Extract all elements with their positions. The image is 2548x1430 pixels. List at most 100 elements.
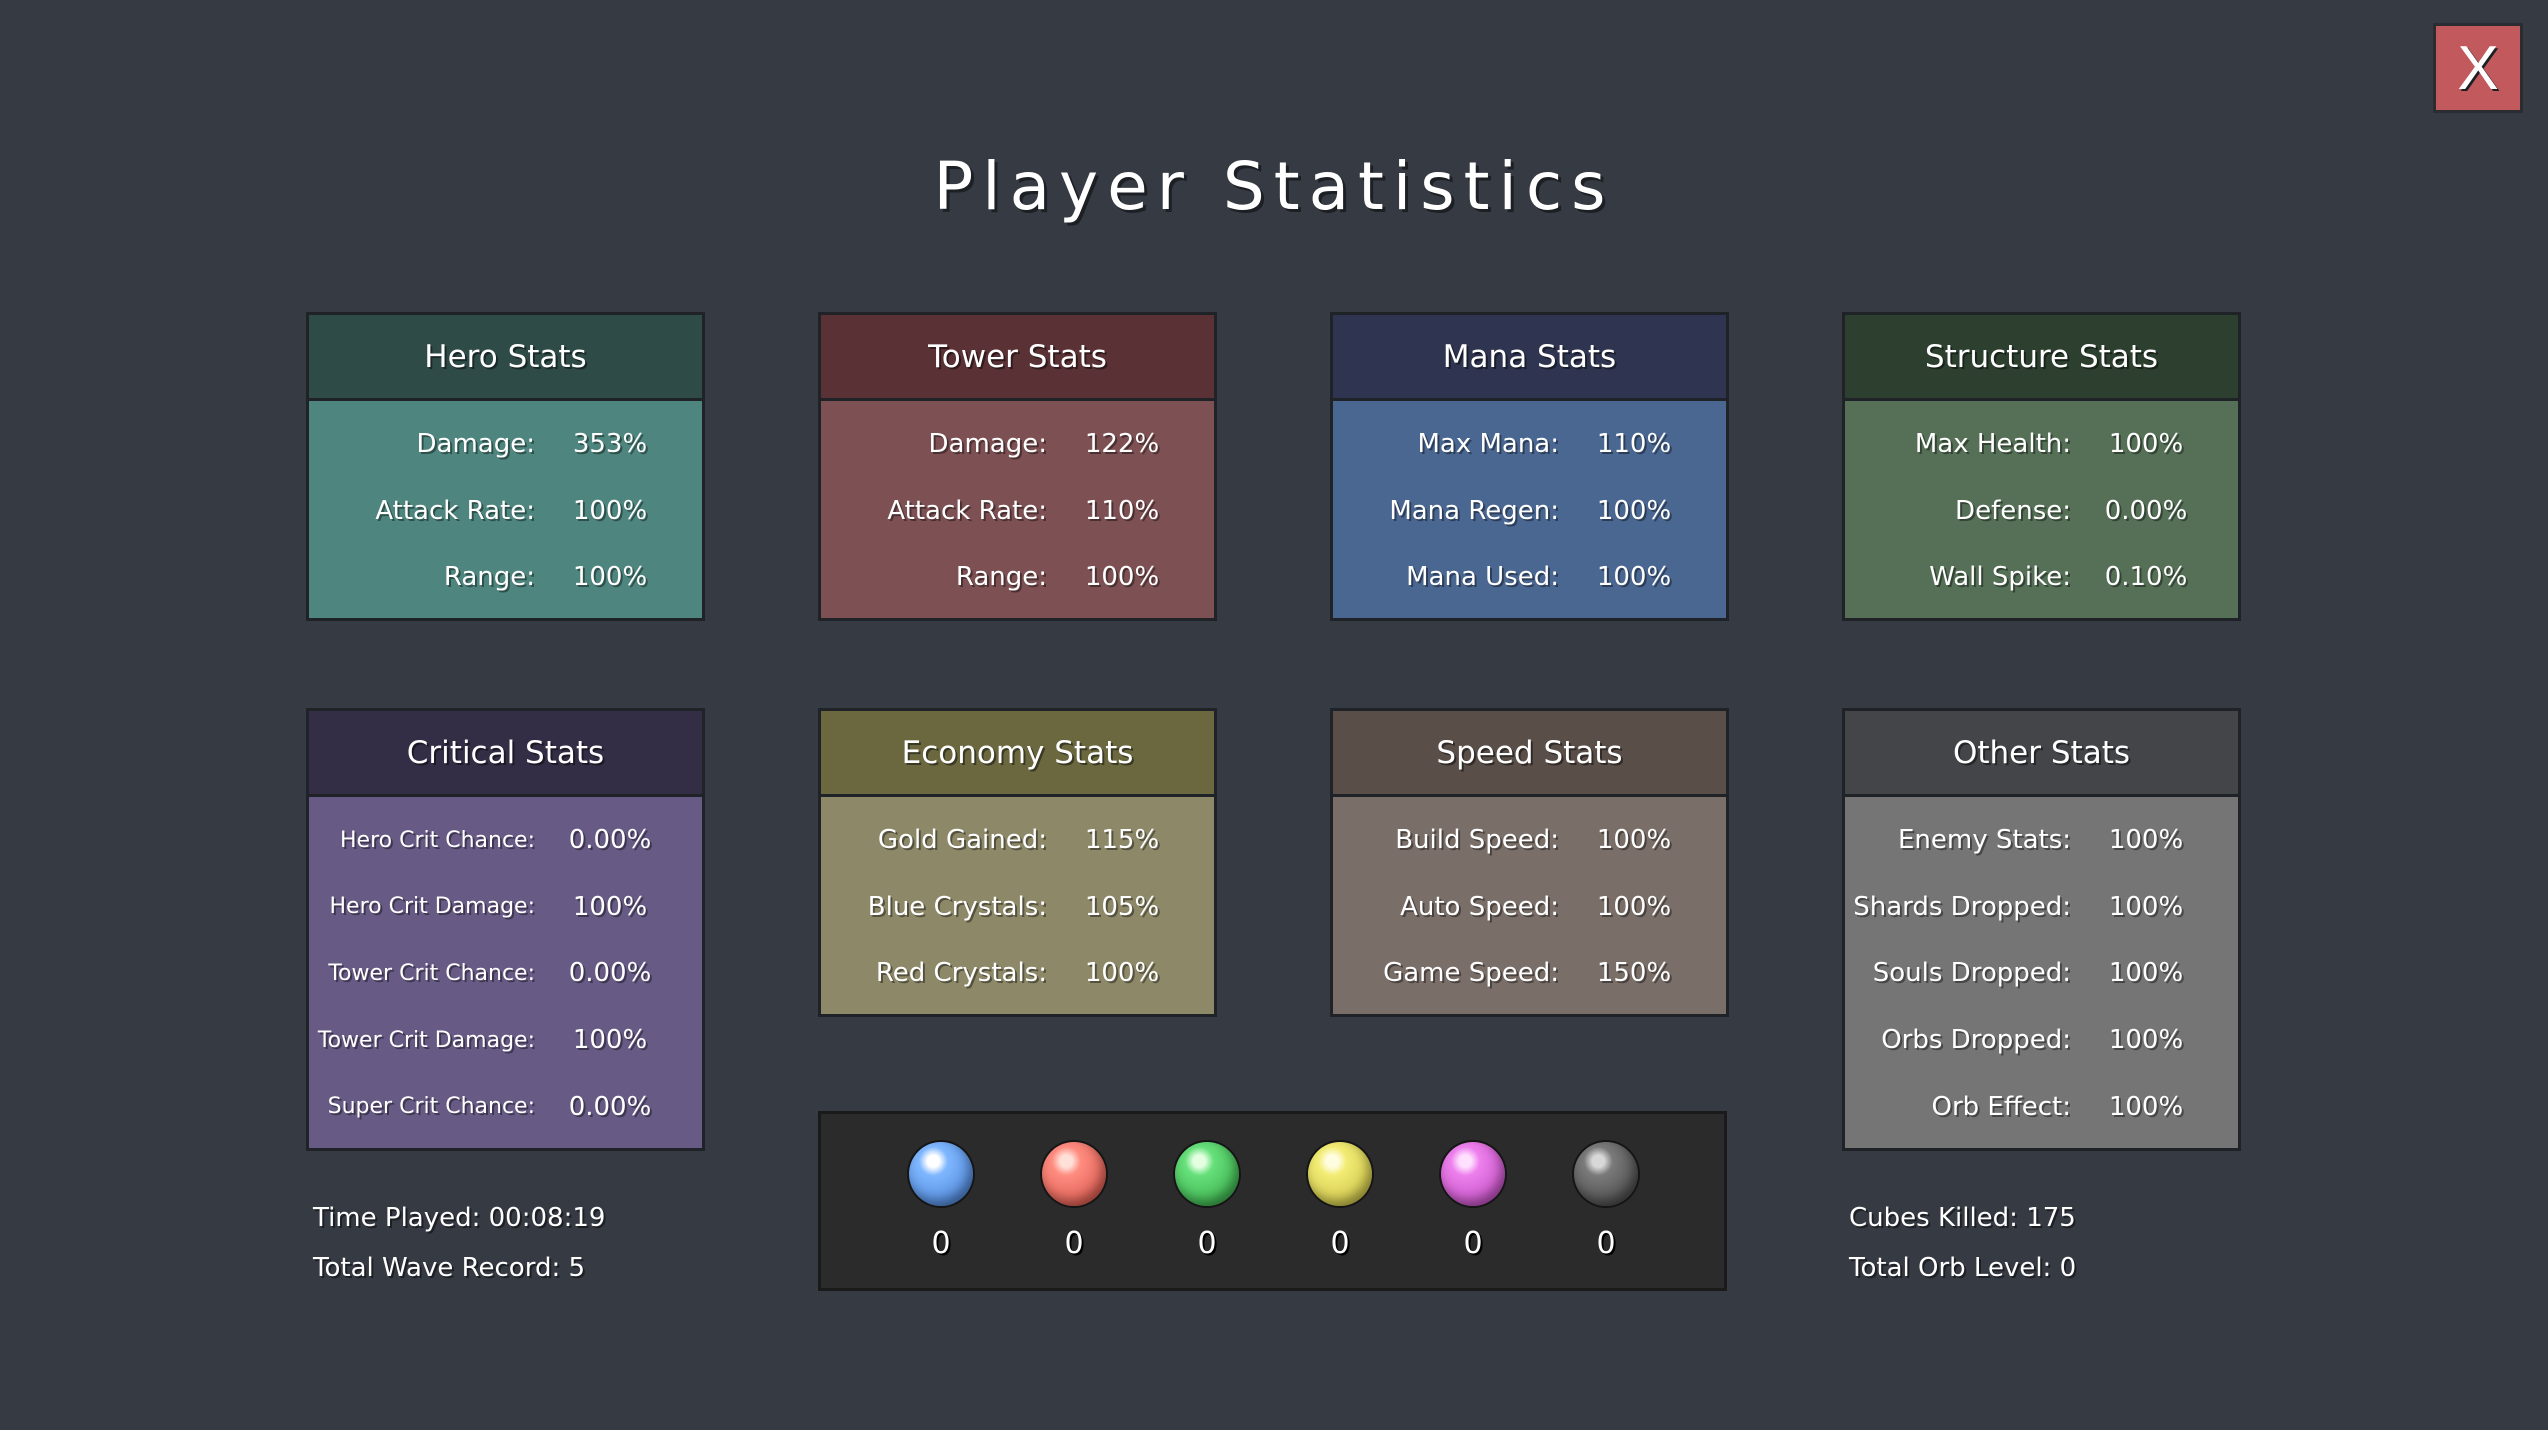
stat-value: 100%	[2108, 958, 2184, 989]
critical-stats-panel: Critical Stats Hero Crit Chance: 0.00% He…	[306, 708, 705, 1151]
stat-row: Mana Regen: 100%	[1333, 478, 1726, 545]
stat-value: 100%	[572, 891, 648, 922]
panel-title: Other Stats	[1845, 711, 2238, 797]
stat-label: Max Health:	[1914, 429, 2071, 460]
stat-value: 100%	[1596, 891, 1672, 922]
stat-row: Damage: 353%	[309, 411, 702, 478]
stat-row: Gold Gained: 115%	[821, 807, 1214, 874]
stat-label: Shards Dropped:	[1853, 891, 2071, 922]
orb-slot-purple[interactable]: 0	[1433, 1142, 1513, 1261]
stat-value: 122%	[1084, 429, 1160, 460]
stat-row: Range: 100%	[309, 544, 702, 611]
stat-row: Orb Effect: 100%	[1845, 1073, 2238, 1140]
blue-orb-icon	[909, 1142, 973, 1206]
panel-title: Tower Stats	[821, 315, 1214, 401]
orb-slot-yellow[interactable]: 0	[1300, 1142, 1380, 1261]
yellow-orb-icon	[1308, 1142, 1372, 1206]
orb-slot-red[interactable]: 0	[1034, 1142, 1114, 1261]
gray-orb-icon	[1574, 1142, 1638, 1206]
stat-label: Orb Effect:	[1931, 1091, 2071, 1122]
stat-row: Blue Crystals: 105%	[821, 874, 1214, 941]
stat-row: Max Health: 100%	[1845, 411, 2238, 478]
stat-value: 100%	[1596, 825, 1672, 856]
stat-value: 100%	[2108, 429, 2184, 460]
structure-stats-panel: Structure Stats Max Health: 100% Defense:…	[1842, 312, 2241, 621]
mana-stats-panel: Mana Stats Max Mana: 110% Mana Regen: 100%…	[1330, 312, 1729, 621]
stat-value: 100%	[572, 1025, 648, 1056]
stat-label: Range:	[955, 562, 1047, 593]
stat-label: Mana Regen:	[1389, 495, 1559, 526]
stat-row: Super Crit Chance: 0.00%	[309, 1073, 702, 1140]
hero-stats-panel: Hero Stats Damage: 353% Attack Rate: 100% …	[306, 312, 705, 621]
stat-value: 0.00%	[568, 825, 652, 856]
stat-row: Enemy Stats: 100%	[1845, 807, 2238, 874]
stat-label: Red Crystals:	[875, 958, 1047, 989]
stat-value: 100%	[2108, 891, 2184, 922]
stat-row: Shards Dropped: 100%	[1845, 874, 2238, 941]
economy-stats-panel: Economy Stats Gold Gained: 115% Blue Crys…	[818, 708, 1217, 1017]
stat-value: 100%	[572, 495, 648, 526]
stat-label: Hero Crit Damage:	[329, 894, 535, 920]
stat-label: Tower Crit Chance:	[328, 960, 535, 986]
stat-value: 100%	[572, 562, 648, 593]
stat-row: Build Speed: 100%	[1333, 807, 1726, 874]
stat-label: Range:	[443, 562, 535, 593]
stat-label: Defense:	[1955, 495, 2071, 526]
stat-row: Auto Speed: 100%	[1333, 874, 1726, 941]
stat-row: Attack Rate: 110%	[821, 478, 1214, 545]
stat-value: 105%	[1084, 891, 1160, 922]
stat-label: Attack Rate:	[887, 495, 1047, 526]
stat-row: Defense: 0.00%	[1845, 478, 2238, 545]
total-wave-record: Total Wave Record: 5	[313, 1253, 586, 1283]
orb-slot-blue[interactable]: 0	[901, 1142, 981, 1261]
orb-slot-green[interactable]: 0	[1167, 1142, 1247, 1261]
orb-slot-gray[interactable]: 0	[1566, 1142, 1646, 1261]
stat-row: Attack Rate: 100%	[309, 478, 702, 545]
stat-label: Build Speed:	[1395, 825, 1559, 856]
stat-label: Damage:	[416, 429, 535, 460]
stat-label: Gold Gained:	[877, 825, 1047, 856]
stat-label: Hero Crit Chance:	[339, 827, 535, 853]
stat-value: 0.00%	[2104, 495, 2188, 526]
cubes-killed: Cubes Killed: 175	[1849, 1203, 2076, 1233]
panel-title: Critical Stats	[309, 711, 702, 797]
stat-row: Max Mana: 110%	[1333, 411, 1726, 478]
stat-label: Tower Crit Damage:	[317, 1027, 535, 1053]
right-info: Cubes Killed: 175 Total Orb Level: 0	[1849, 1193, 2076, 1293]
stat-value: 0.00%	[568, 958, 652, 989]
stat-label: Game Speed:	[1383, 958, 1559, 989]
stat-label: Super Crit Chance:	[327, 1094, 535, 1120]
stat-value: 150%	[1596, 958, 1672, 989]
stat-label: Orbs Dropped:	[1881, 1025, 2071, 1056]
stat-row: Tower Crit Damage: 100%	[309, 1007, 702, 1074]
left-info: Time Played: 00:08:19 Total Wave Record:…	[313, 1193, 605, 1293]
stat-label: Max Mana:	[1417, 429, 1559, 460]
stat-value: 100%	[1596, 495, 1672, 526]
panel-title: Mana Stats	[1333, 315, 1726, 401]
red-orb-icon	[1042, 1142, 1106, 1206]
total-orb-level: Total Orb Level: 0	[1849, 1253, 2077, 1283]
stat-value: 100%	[1084, 562, 1160, 593]
stat-row: Range: 100%	[821, 544, 1214, 611]
tower-stats-panel: Tower Stats Damage: 122% Attack Rate: 110%…	[818, 312, 1217, 621]
stat-label: Auto Speed:	[1400, 891, 1559, 922]
stat-value: 115%	[1084, 825, 1160, 856]
stat-value: 0.00%	[568, 1091, 652, 1122]
stat-label: Wall Spike:	[1929, 562, 2071, 593]
orb-count: 0	[1596, 1226, 1616, 1261]
speed-stats-panel: Speed Stats Build Speed: 100% Auto Speed:…	[1330, 708, 1729, 1017]
other-stats-panel: Other Stats Enemy Stats: 100% Shards Drop…	[1842, 708, 2241, 1151]
stat-value: 110%	[1084, 495, 1160, 526]
orb-count: 0	[1064, 1226, 1084, 1261]
panel-title: Structure Stats	[1845, 315, 2238, 401]
stat-row: Game Speed: 150%	[1333, 940, 1726, 1007]
green-orb-icon	[1175, 1142, 1239, 1206]
panel-title: Economy Stats	[821, 711, 1214, 797]
panel-title: Speed Stats	[1333, 711, 1726, 797]
stat-value: 100%	[2108, 825, 2184, 856]
orb-count: 0	[1463, 1226, 1483, 1261]
orb-count: 0	[931, 1226, 951, 1261]
panel-title: Hero Stats	[309, 315, 702, 401]
stat-label: Mana Used:	[1406, 562, 1559, 593]
close-button[interactable]: X	[2433, 23, 2523, 113]
